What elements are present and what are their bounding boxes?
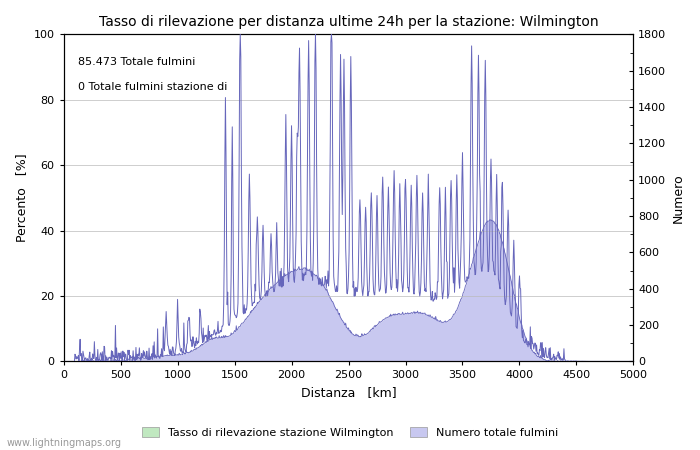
Legend: Tasso di rilevazione stazione Wilmington, Numero totale fulmini: Tasso di rilevazione stazione Wilmington… xyxy=(138,423,562,442)
Text: www.lightningmaps.org: www.lightningmaps.org xyxy=(7,438,122,448)
Title: Tasso di rilevazione per distanza ultime 24h per la stazione: Wilmington: Tasso di rilevazione per distanza ultime… xyxy=(99,15,598,29)
Text: 85.473 Totale fulmini: 85.473 Totale fulmini xyxy=(78,57,195,67)
Y-axis label: Percento   [%]: Percento [%] xyxy=(15,153,28,242)
X-axis label: Distanza   [km]: Distanza [km] xyxy=(301,386,396,399)
Y-axis label: Numero: Numero xyxy=(672,173,685,223)
Text: 0 Totale fulmini stazione di: 0 Totale fulmini stazione di xyxy=(78,82,228,92)
